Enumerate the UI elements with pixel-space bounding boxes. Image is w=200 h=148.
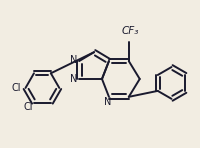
Text: Cl: Cl — [23, 102, 33, 112]
Text: N: N — [70, 74, 77, 84]
Text: Cl: Cl — [11, 83, 21, 93]
Text: N: N — [70, 55, 77, 65]
Text: N: N — [104, 97, 112, 107]
Text: CF₃: CF₃ — [121, 26, 138, 36]
